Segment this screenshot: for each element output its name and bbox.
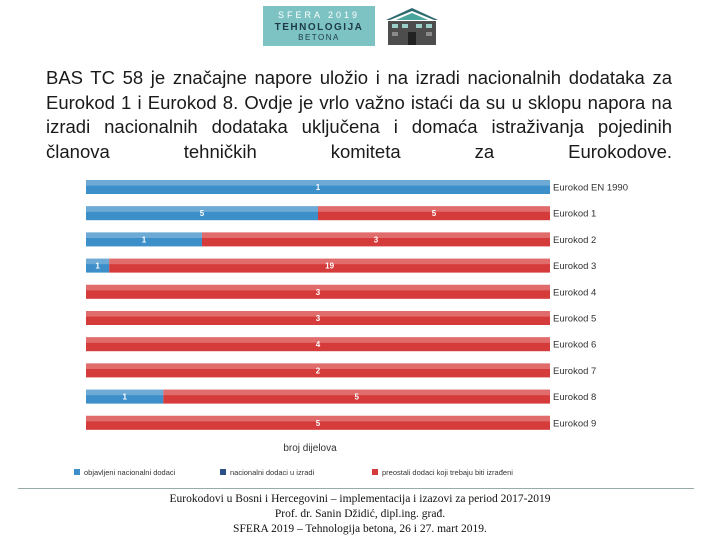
- bar-gloss: [318, 206, 550, 212]
- data-label: 4: [316, 340, 321, 349]
- bar-gloss: [86, 415, 550, 422]
- category-label: Eurokod 1: [553, 209, 596, 220]
- category-label: Eurokod 3: [553, 261, 596, 272]
- data-label: 5: [354, 393, 359, 402]
- bar-segment: [86, 389, 164, 404]
- legend-swatch: [74, 469, 80, 475]
- bar-gloss: [86, 232, 202, 238]
- bar-gloss: [109, 258, 550, 265]
- data-label: 2: [316, 366, 321, 375]
- bar-gloss: [86, 258, 110, 265]
- logo-title: TEHNOLOGIJA: [274, 22, 364, 33]
- sfera-logo: SFERA 2019 TEHNOLOGIJA BETONA: [263, 6, 375, 46]
- bar-segment: [318, 206, 550, 221]
- category-label: Eurokod 4: [553, 287, 596, 298]
- category-label: Eurokod 7: [553, 366, 596, 377]
- bar-gloss: [163, 389, 550, 396]
- chart-svg: 1 Eurokod EN 1990 5 5 Eurokod 1 1 3 Eurokod 2 1 1…: [74, 180, 628, 477]
- bar-segment: [86, 363, 550, 378]
- category-label: Eurokod 2: [553, 235, 596, 246]
- legend-swatch: [220, 469, 226, 475]
- bar-segment: [86, 337, 550, 352]
- logo-subtitle: BETONA: [298, 33, 340, 42]
- footer-line-1: Eurokodovi u Bosni i Hercegovini – imple…: [169, 493, 551, 505]
- legend-swatch: [372, 469, 378, 475]
- intro-paragraph: BAS TC 58 je značajne napore uložio i na…: [46, 66, 672, 189]
- logo-event: SFERA 2019: [277, 10, 361, 20]
- bar-segment: [86, 415, 550, 430]
- bar-gloss: [86, 311, 550, 317]
- data-label: 1: [142, 235, 147, 244]
- data-label: 1: [95, 262, 100, 271]
- x-axis-label: broj dijelova: [283, 443, 337, 454]
- bar-gloss: [86, 389, 164, 396]
- category-label: Eurokod 5: [553, 314, 596, 325]
- bar-segment: [86, 284, 550, 299]
- bar-segment: [86, 311, 550, 325]
- bar-segment: [86, 258, 110, 273]
- bar-gloss: [86, 363, 550, 369]
- legend-label: objavljeni nacionalni dodaci: [84, 468, 176, 477]
- bar-segment: [86, 232, 202, 247]
- bar-segment: [86, 180, 550, 194]
- footer: Eurokodovi u Bosni i Hercegovini – imple…: [60, 492, 660, 537]
- data-label: 19: [325, 262, 334, 271]
- data-label: 3: [316, 314, 321, 323]
- data-label: 5: [200, 209, 205, 218]
- building-logo-icon: [386, 8, 438, 45]
- data-label: 3: [316, 288, 321, 297]
- bar-segment: [109, 258, 550, 273]
- bar-gloss: [86, 337, 550, 343]
- data-label: 1: [316, 183, 321, 192]
- eurocode-chart: 1 Eurokod EN 1990 5 5 Eurokod 1 1 3 Eurokod 2 1 1…: [60, 176, 680, 486]
- category-label: Eurokod 9: [553, 418, 596, 429]
- category-label: Eurokod 6: [553, 340, 596, 351]
- legend-label: preostali dodaci koji trebaju biti izrađ…: [382, 468, 513, 477]
- data-label: 5: [316, 419, 321, 428]
- bar-gloss: [202, 232, 550, 238]
- bar-segment: [163, 389, 550, 404]
- legend-label: nacionalni dodaci u izradi: [230, 468, 315, 477]
- data-label: 5: [432, 209, 437, 218]
- footer-line-2: Prof. dr. Sanin Džidić, dipl.ing. građ.: [274, 508, 446, 520]
- intro-text: BAS TC 58 je značajne napore uložio i na…: [46, 67, 672, 162]
- data-label: 1: [122, 393, 127, 402]
- data-label: 3: [374, 235, 379, 244]
- bar-segment: [202, 232, 550, 247]
- footer-line-3: SFERA 2019 – Tehnologija betona, 26 i 27…: [233, 523, 487, 535]
- category-label: Eurokod EN 1990: [553, 183, 628, 194]
- footer-divider: [18, 488, 694, 489]
- category-label: Eurokod 8: [553, 392, 596, 403]
- bar-gloss: [86, 284, 550, 291]
- bar-gloss: [86, 180, 550, 186]
- bar-segment: [86, 206, 318, 221]
- bar-gloss: [86, 206, 318, 212]
